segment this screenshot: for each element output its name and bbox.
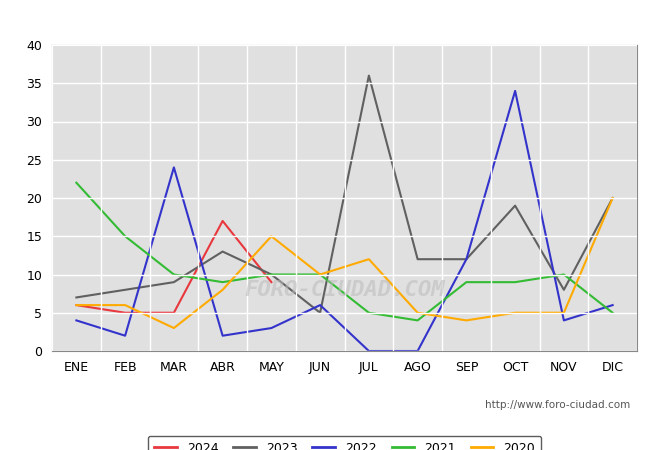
Text: Matriculaciones de Vehiculos en Santovenia de la Valdoncina: Matriculaciones de Vehiculos en Santoven… [72, 8, 578, 26]
Text: http://www.foro-ciudad.com: http://www.foro-ciudad.com [486, 400, 630, 410]
Legend: 2024, 2023, 2022, 2021, 2020: 2024, 2023, 2022, 2021, 2020 [148, 436, 541, 450]
Text: FORO-CIUDAD.COM: FORO-CIUDAD.COM [244, 280, 445, 300]
